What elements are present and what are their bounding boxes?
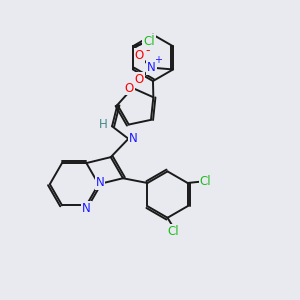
Text: O: O	[134, 73, 144, 86]
Text: -: -	[145, 44, 150, 58]
Text: N: N	[82, 202, 91, 215]
Text: N: N	[128, 132, 137, 145]
Text: H: H	[99, 118, 108, 131]
Text: O: O	[134, 49, 144, 62]
Text: +: +	[154, 55, 162, 64]
Text: Cl: Cl	[200, 175, 211, 188]
Text: N: N	[96, 176, 104, 189]
Text: N: N	[147, 61, 156, 74]
Text: Cl: Cl	[143, 35, 155, 48]
Text: O: O	[124, 82, 134, 94]
Text: Cl: Cl	[168, 225, 179, 238]
